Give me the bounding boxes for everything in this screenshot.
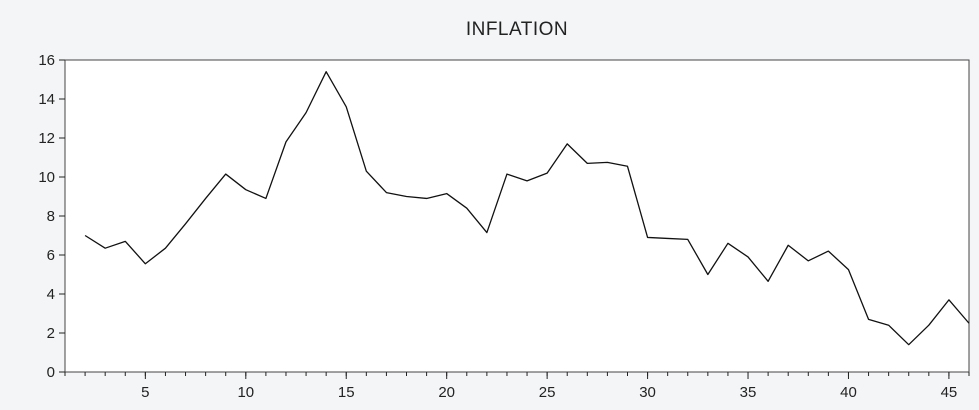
series-layer xyxy=(84,71,970,346)
y-tick-label: 2 xyxy=(47,325,55,342)
x-tick-label: 40 xyxy=(840,384,857,401)
chart-title: INFLATION xyxy=(466,19,568,40)
y-axis: 0 2 4 6 8 10 12 14 16 xyxy=(38,52,65,381)
y-tick-label: 0 xyxy=(47,364,55,381)
y-tick-label: 8 xyxy=(47,208,55,225)
x-tick-label: 45 xyxy=(941,384,958,401)
y-tick-label: 16 xyxy=(38,52,55,69)
x-tick-label: 20 xyxy=(438,384,455,401)
x-tick-label: 5 xyxy=(141,384,149,401)
y-tick-label: 14 xyxy=(38,91,55,108)
x-tick-label: 30 xyxy=(639,384,656,401)
y-tick-label: 4 xyxy=(47,286,55,303)
plot-frame xyxy=(64,59,970,373)
x-tick-label: 10 xyxy=(237,384,254,401)
y-tick-label: 10 xyxy=(38,169,55,186)
y-tick-label: 12 xyxy=(38,130,55,147)
y-tick-label: 6 xyxy=(47,247,55,264)
x-tick-label: 35 xyxy=(740,384,757,401)
x-tick-label: 25 xyxy=(539,384,556,401)
inflation-series-line xyxy=(84,71,970,346)
x-tick-label: 15 xyxy=(338,384,355,401)
x-axis: 5 10 15 20 25 30 35 40 45 xyxy=(64,372,970,401)
